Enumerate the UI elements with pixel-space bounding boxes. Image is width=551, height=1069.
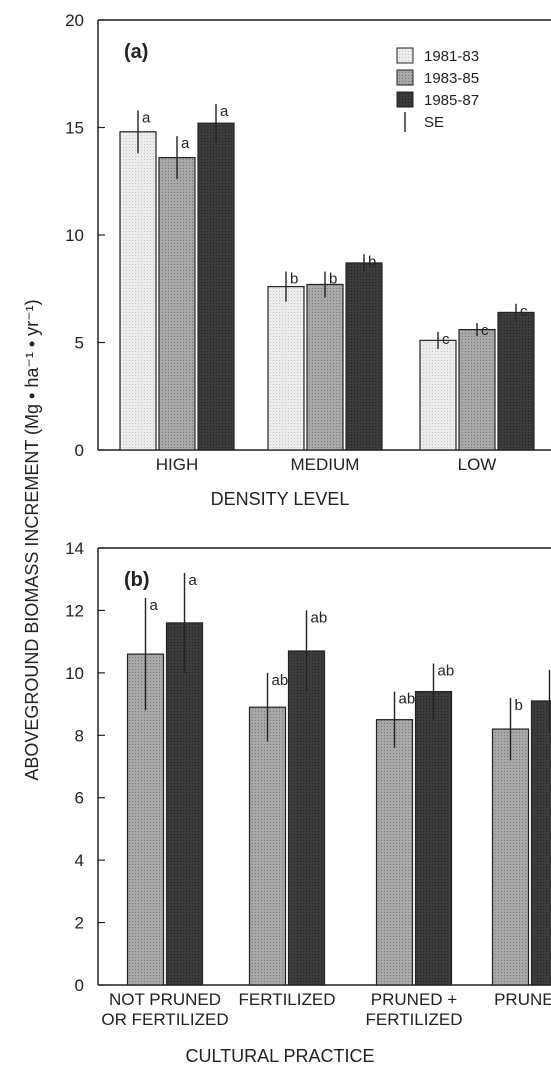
y-tick-label: 2 (75, 914, 84, 933)
bar (497, 311, 535, 451)
significance-letter: b (515, 697, 523, 714)
significance-letter: c (481, 322, 489, 339)
y-tick-label: 0 (75, 976, 84, 995)
bar (165, 622, 204, 986)
bar (119, 131, 157, 451)
legend-label: 1983-85 (424, 70, 479, 87)
y-tick-label: 6 (75, 789, 84, 808)
y-tick-label: 20 (65, 11, 84, 30)
y-tick-label: 15 (65, 119, 84, 138)
significance-letter: ab (438, 662, 455, 679)
x-axis-title: DENSITY LEVEL (211, 489, 350, 509)
x-tick-label: MEDIUM (291, 455, 360, 474)
legend-swatch (396, 91, 414, 108)
panel-a: 0 5 10 15 20 (a) a a a HIGH b b b MEDIUM c c c LOW DENSITY… (65, 11, 551, 509)
y-tick-label: 10 (65, 664, 84, 683)
significance-letter: c (442, 331, 450, 348)
y-tick-label: 5 (75, 334, 84, 353)
bar (287, 650, 326, 986)
y-tick-label: 10 (65, 226, 84, 245)
x-tick-label-line: PRUNED (494, 990, 551, 1009)
legend-label: 1981-83 (424, 48, 479, 65)
bar (248, 706, 287, 986)
significance-letter: ab (311, 609, 328, 626)
significance-letter: a (189, 572, 198, 589)
x-tick-label: PRUNED (494, 990, 551, 1009)
significance-letter: b (329, 271, 337, 288)
bar (158, 157, 196, 451)
significance-letter: a (220, 103, 229, 120)
significance-letter: b (368, 253, 376, 270)
y-tick-label: 8 (75, 726, 84, 745)
x-tick-label: HIGH (156, 455, 199, 474)
legend-se-label: SE (424, 114, 444, 131)
bar (491, 728, 530, 986)
y-tick-label: 4 (75, 851, 84, 870)
x-tick-label-line: FERTILIZED (239, 990, 336, 1009)
x-tick-label-line: OR FERTILIZED (101, 1010, 228, 1029)
bar (414, 690, 453, 986)
x-tick-label-line: FERTILIZED (366, 1010, 463, 1029)
significance-letter: b (290, 271, 298, 288)
significance-letter: a (150, 597, 159, 614)
significance-letter: c (520, 303, 528, 320)
y-tick-label: 14 (65, 539, 84, 558)
x-axis-title: CULTURAL PRACTICE (185, 1046, 374, 1066)
x-tick-label-line: MEDIUM (291, 455, 360, 474)
legend-swatch (396, 47, 414, 64)
significance-letter: a (181, 135, 190, 152)
x-tick-label: PRUNED + FERTILIZED (366, 990, 463, 1029)
bar (267, 286, 305, 451)
bar (375, 719, 414, 986)
significance-letter: ab (272, 672, 289, 689)
significance-letter: a (142, 109, 151, 126)
legend-swatch (396, 69, 414, 86)
bar (419, 339, 457, 451)
significance-letter: ab (399, 691, 416, 708)
bar (197, 122, 235, 451)
x-tick-label: FERTILIZED (239, 990, 336, 1009)
x-tick-label-line: NOT PRUNED (109, 990, 221, 1009)
bar (345, 262, 383, 451)
bar (458, 329, 496, 451)
y-tick-label: 0 (75, 441, 84, 460)
legend-label: 1985-87 (424, 92, 479, 109)
x-tick-label: NOT PRUNED OR FERTILIZED (101, 990, 228, 1029)
y-axis-title: ABOVEGROUND BIOMASS INCREMENT (Mg • ha⁻¹… (22, 299, 42, 780)
panel-label: (b) (124, 569, 150, 591)
bar (306, 283, 344, 451)
x-tick-label-line: HIGH (156, 455, 199, 474)
x-tick-label-line: PRUNED + (371, 990, 458, 1009)
legend: 1981-83 1983-85 1985-87 SE (396, 47, 479, 132)
panel-label: (a) (124, 41, 148, 63)
x-tick-label-line: LOW (458, 455, 497, 474)
x-tick-label: LOW (458, 455, 497, 474)
bar (530, 700, 551, 986)
y-tick-label: 12 (65, 601, 84, 620)
